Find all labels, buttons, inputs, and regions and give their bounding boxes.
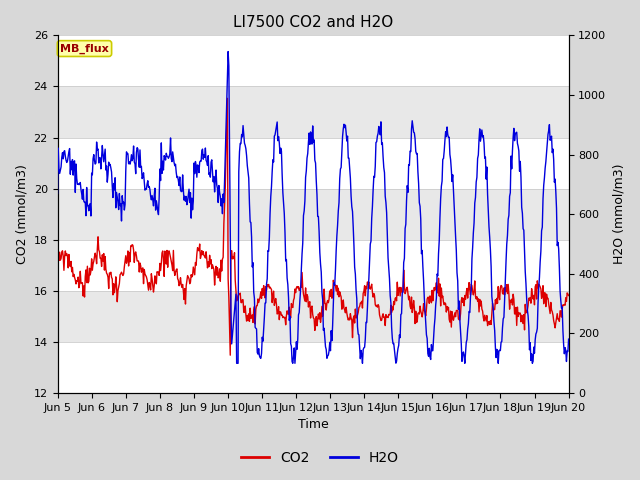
X-axis label: Time: Time: [298, 419, 328, 432]
Y-axis label: CO2 (mmol/m3): CO2 (mmol/m3): [15, 164, 28, 264]
Bar: [58, 36, 568, 86]
Bar: [58, 240, 568, 291]
Bar: [58, 138, 568, 189]
Legend: CO2, H2O: CO2, H2O: [236, 445, 404, 471]
Bar: [58, 342, 568, 393]
Title: LI7500 CO2 and H2O: LI7500 CO2 and H2O: [233, 15, 393, 30]
Text: MB_flux: MB_flux: [60, 43, 109, 54]
Bar: [58, 86, 568, 138]
Bar: [58, 291, 568, 342]
Bar: [58, 189, 568, 240]
Y-axis label: H2O (mmol/m3): H2O (mmol/m3): [612, 164, 625, 264]
